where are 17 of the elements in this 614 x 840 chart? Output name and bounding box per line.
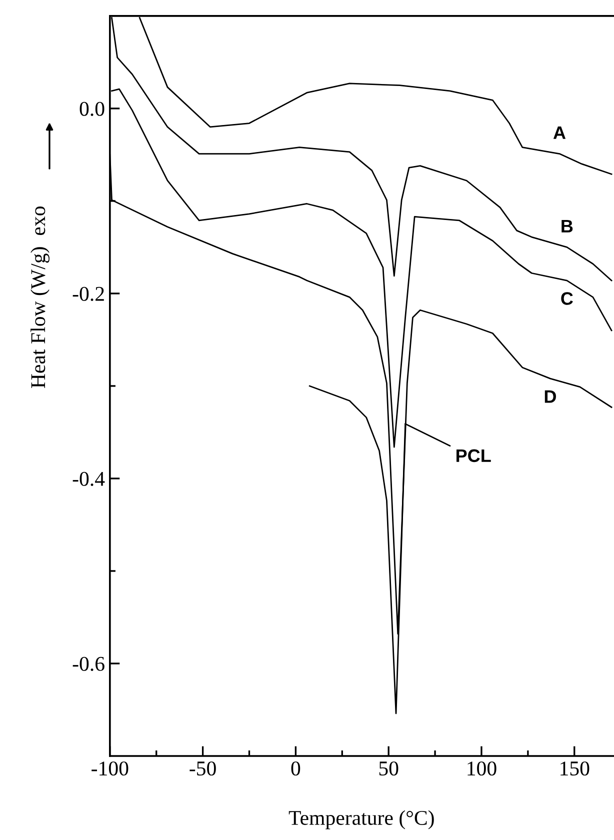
y-tick-label: -0.6 [72,656,104,672]
x-tick-label: 150 [560,761,590,776]
annotation: PCL [456,449,491,462]
x-tick-label: -100 [92,761,128,776]
series-label: D [544,390,556,403]
y-tick-label: 0.0 [80,102,104,116]
y-axis-title: Heat Flow (W/g) exo [30,206,50,388]
x-tick-label: -50 [190,761,216,776]
y-tick-label: -0.2 [72,286,104,301]
x-tick-label: 0 [291,761,300,776]
series-label: B [562,220,573,232]
x-tick-label: 100 [468,761,496,776]
series-label: A [553,126,566,139]
x-tick-label: 50 [379,761,398,776]
series-label: C [561,292,573,305]
x-axis-title: Temperature (°C) [288,810,434,830]
y-tick-label: -0.4 [72,472,105,486]
